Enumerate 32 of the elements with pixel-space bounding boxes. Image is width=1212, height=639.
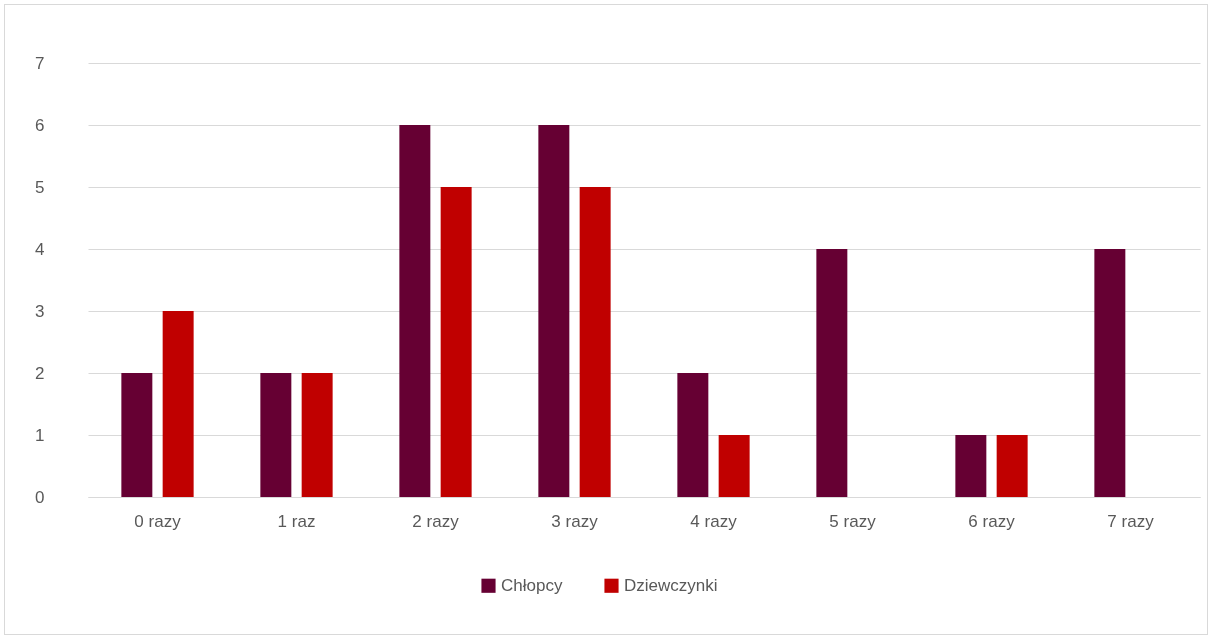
x-tick-label: 2 razy [412,511,460,531]
bar [677,373,709,497]
x-tick-label: 0 razy [134,511,182,531]
x-tick-label: 6 razy [968,511,1016,531]
bar [718,435,750,497]
bar [538,125,570,497]
y-tick-label: 3 [35,301,45,321]
bar [399,125,431,497]
y-tick-label: 6 [35,115,45,135]
bar [816,249,848,497]
x-tick-label: 3 razy [551,511,599,531]
y-tick-label: 1 [35,425,45,445]
y-tick-label: 4 [35,239,45,259]
x-tick-label: 5 razy [829,511,877,531]
y-tick-label: 5 [35,177,45,197]
x-tick-label: 1 raz [277,511,316,531]
x-tick-label: 4 razy [690,511,738,531]
legend-label: Dziewczynki [624,575,718,595]
bar [121,373,153,497]
y-tick-label: 0 [35,487,45,507]
x-tick-label: 7 razy [1107,511,1155,531]
bar [260,373,292,497]
y-tick-label: 7 [35,53,45,73]
bar [955,435,987,497]
bar [1094,249,1126,497]
legend-label: Chłopcy [501,575,563,595]
bar [579,187,611,497]
bar [301,373,333,497]
bar [162,311,194,497]
y-tick-label: 2 [35,363,45,383]
bar [440,187,472,497]
bar [996,435,1028,497]
